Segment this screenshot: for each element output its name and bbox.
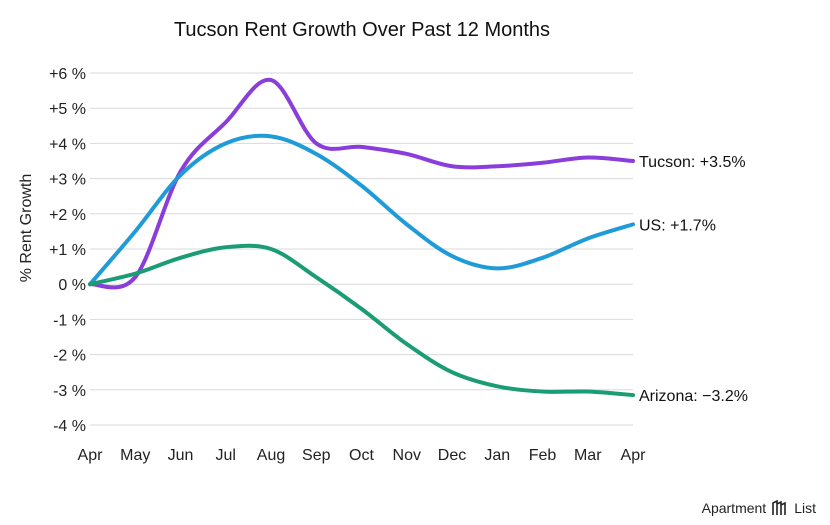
- gridlines: [90, 72, 633, 426]
- x-tick-label: Jul: [216, 447, 236, 464]
- y-tick-label: 0 %: [58, 277, 86, 294]
- y-tick-label: -2 %: [53, 348, 86, 365]
- series-line-us: [88, 133, 635, 287]
- y-tick-label: -3 %: [53, 383, 86, 400]
- series-lines: [88, 78, 635, 398]
- x-tick-label: Nov: [393, 447, 421, 464]
- x-tick-label: May: [120, 447, 150, 464]
- y-tick-label: +6 %: [49, 66, 86, 83]
- y-tick-label: +2 %: [49, 207, 86, 224]
- x-tick-label: Jun: [168, 447, 194, 464]
- x-axis-ticks: Apr May Jun Jul Aug Sep Oct Nov Dec Jan Feb Mar Apr: [78, 447, 647, 464]
- series-end-labels: Tucson: +3.5% US: +1.7% Arizona: −3.2%: [639, 154, 748, 405]
- brand-name-suffix: List: [794, 500, 816, 516]
- series-end-label-arizona: Arizona: −3.2%: [639, 388, 748, 405]
- y-tick-label: +3 %: [49, 172, 86, 189]
- x-tick-label: Dec: [438, 447, 466, 464]
- series-line-arizona: [88, 243, 635, 398]
- apartment-list-logo-icon: [772, 499, 787, 515]
- series-end-label-us: US: +1.7%: [639, 217, 716, 234]
- x-tick-label: Aug: [257, 447, 285, 464]
- chart-title: Tucson Rent Growth Over Past 12 Months: [174, 19, 550, 41]
- x-tick-label: Sep: [302, 447, 331, 464]
- brand-logo: Apartment List: [702, 499, 816, 517]
- x-tick-label: Jan: [484, 447, 510, 464]
- y-tick-label: +1 %: [49, 242, 86, 259]
- y-axis-title: % Rent Growth: [18, 174, 35, 282]
- x-tick-label: Mar: [574, 447, 602, 464]
- y-tick-label: -1 %: [53, 312, 86, 329]
- x-tick-label: Apr: [621, 447, 647, 464]
- x-tick-label: Oct: [349, 447, 374, 464]
- x-tick-label: Apr: [78, 447, 104, 464]
- y-tick-label: -4 %: [53, 418, 86, 435]
- x-tick-label: Feb: [529, 447, 557, 464]
- y-axis-ticks: +6 % +5 % +4 % +3 % +2 % +1 % 0 % -1 % -2 % -3 % -…: [49, 66, 86, 435]
- series-end-label-tucson: Tucson: +3.5%: [639, 154, 746, 171]
- brand-name: Apartment: [701, 500, 767, 516]
- y-tick-label: +5 %: [49, 101, 86, 118]
- y-tick-label: +4 %: [49, 136, 86, 153]
